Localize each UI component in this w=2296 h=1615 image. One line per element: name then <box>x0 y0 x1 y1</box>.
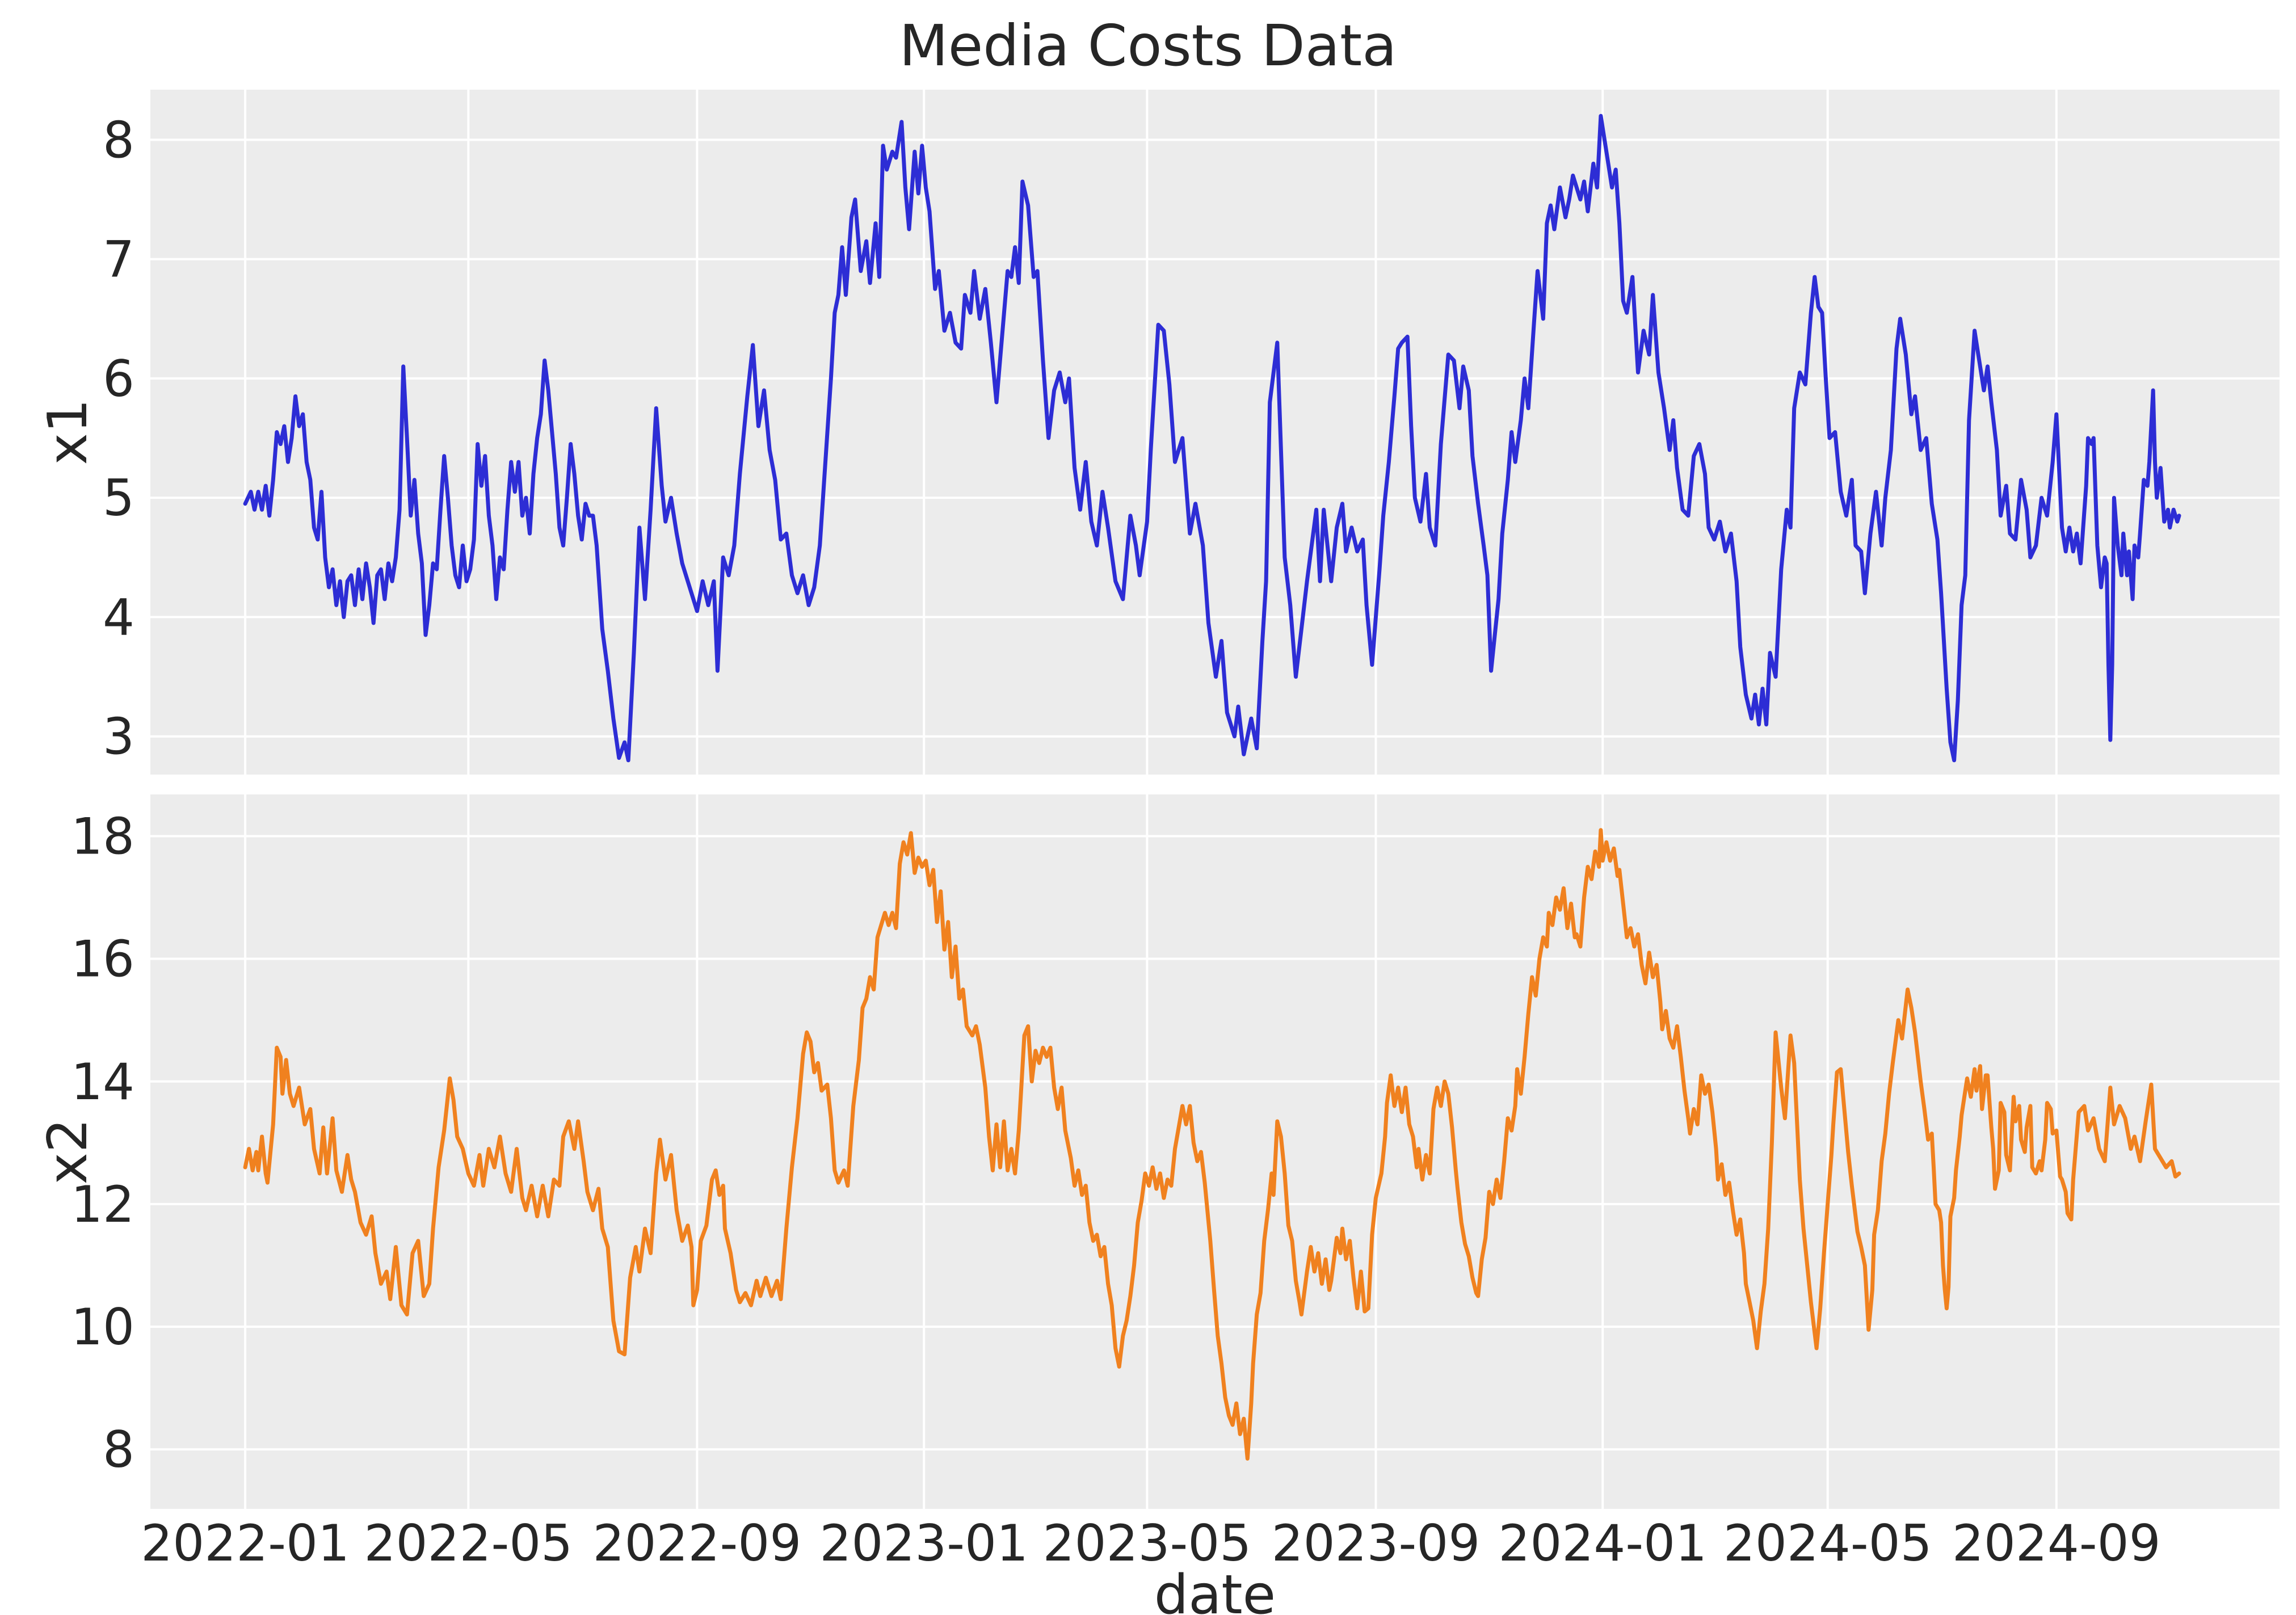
x-tick-label: 2024-01 <box>1498 1514 1707 1572</box>
x1-y-tick-label: 5 <box>103 469 134 527</box>
x-axis-label: date <box>1154 1564 1276 1615</box>
x-tick-label: 2022-09 <box>593 1514 802 1572</box>
x-tick-label: 2023-09 <box>1272 1514 1481 1572</box>
x2-y-tick-label: 8 <box>103 1420 134 1479</box>
figure-title: Media Costs Data <box>899 12 1397 79</box>
x2-series-line <box>243 828 2181 1461</box>
x-tick-label: 2023-05 <box>1043 1514 1252 1572</box>
x-tick-label: 2022-01 <box>141 1514 350 1572</box>
x2-y-tick-label: 14 <box>71 1053 134 1111</box>
x-tick-label: 2022-05 <box>364 1514 573 1572</box>
x2-y-tick-label: 16 <box>71 930 134 989</box>
x1-plot-area: 3 4 5 6 7 8 <box>103 90 2280 775</box>
x1-y-tick-label: 3 <box>103 708 134 766</box>
x1-y-tick-label: 6 <box>103 350 134 408</box>
x2-y-tick-label: 10 <box>71 1298 134 1356</box>
x2-y-tick-label: 12 <box>71 1175 134 1234</box>
x1-y-tick-label: 7 <box>103 230 134 289</box>
x-tick-label: 2024-05 <box>1723 1514 1932 1572</box>
x1-y-tick-label: 4 <box>103 588 134 646</box>
x-tick-label: 2024-09 <box>1952 1514 2161 1572</box>
x1-y-tick-label: 8 <box>103 111 134 169</box>
x1-series-line <box>243 113 2181 763</box>
x-tick-label: 2023-01 <box>819 1514 1028 1572</box>
x2-y-tick-label: 18 <box>71 807 134 865</box>
y-axis-label-x2: x2 <box>37 1118 99 1185</box>
x2-plot-background <box>150 794 2280 1509</box>
y-axis-label-x1: x1 <box>37 398 99 465</box>
x2-plot-area: 8 10 12 14 16 18 <box>71 794 2280 1509</box>
